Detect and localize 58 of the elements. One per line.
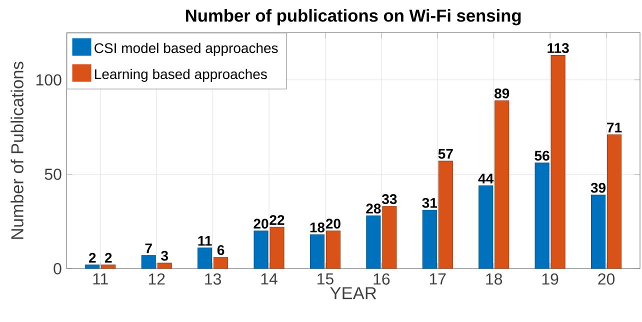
data-label: 22 — [270, 215, 284, 225]
data-label: 18 — [310, 222, 325, 232]
bar — [101, 264, 116, 269]
bar — [141, 255, 156, 269]
x-tick-label: 19 — [542, 273, 558, 285]
data-label: 89 — [494, 88, 510, 98]
x-tick-label: 15 — [318, 273, 334, 285]
data-label: 20 — [254, 218, 268, 229]
bar — [326, 230, 341, 269]
legend-label: CSI model based approaches — [94, 42, 278, 56]
y-tick-label: 50 — [44, 168, 62, 180]
data-label: 44 — [478, 174, 494, 184]
legend-label: Learning based approaches — [95, 68, 267, 82]
bar — [534, 162, 550, 269]
bar — [198, 248, 212, 269]
bar — [478, 185, 494, 269]
data-label: 6 — [217, 245, 224, 256]
bar — [214, 257, 228, 269]
bar — [157, 262, 172, 269]
data-label: 20 — [326, 218, 340, 229]
chart-title: Number of publications on Wi-Fi sensing — [186, 9, 521, 26]
data-label: 33 — [382, 194, 397, 204]
data-label: 2 — [104, 252, 112, 263]
bar — [422, 210, 437, 269]
bar — [494, 100, 510, 269]
x-tick-label: 17 — [430, 273, 446, 284]
bar — [85, 264, 100, 269]
bar — [310, 234, 325, 269]
x-tick-label: 14 — [261, 273, 278, 284]
x-tick-label: 12 — [148, 273, 165, 285]
data-label: 3 — [161, 250, 168, 261]
x-tick-label: 16 — [374, 273, 390, 285]
bar — [550, 55, 566, 269]
bar — [366, 216, 381, 269]
data-label: 57 — [438, 149, 453, 159]
x-tick-label: 18 — [486, 273, 502, 285]
x-axis-title: YEAR — [330, 287, 376, 300]
y-tick-label: 0 — [54, 263, 62, 274]
data-label: 56 — [534, 150, 550, 161]
y-tick-label: 100 — [36, 74, 62, 86]
data-label: 2 — [88, 252, 96, 263]
x-tick-label: 20 — [598, 273, 615, 285]
data-label: 7 — [145, 244, 152, 254]
x-tick-label: 13 — [205, 273, 222, 285]
bar — [254, 230, 268, 269]
bar — [270, 226, 284, 269]
data-label: 11 — [198, 236, 212, 246]
x-tick-label: 11 — [93, 273, 108, 284]
bar — [438, 160, 453, 269]
bar — [591, 194, 606, 269]
bar — [607, 134, 622, 269]
y-axis-title: Number of Publications — [10, 62, 24, 239]
bar — [382, 206, 397, 269]
data-label: 39 — [590, 182, 606, 193]
data-label: 113 — [548, 43, 569, 54]
data-label: 71 — [607, 122, 622, 132]
data-label: 28 — [366, 204, 381, 214]
data-label: 31 — [422, 198, 438, 208]
